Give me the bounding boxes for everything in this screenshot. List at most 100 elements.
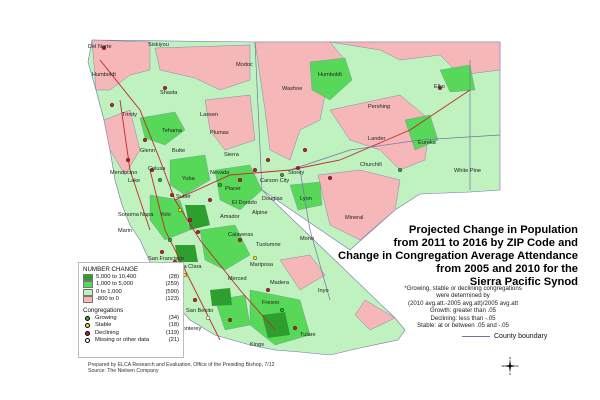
credit-line: Source: The Nielsen Company	[88, 368, 159, 375]
legend-row: Growing (34)	[83, 315, 179, 322]
county-label: Butte	[172, 148, 186, 154]
legend-label: Declining	[95, 329, 119, 336]
county-label: Humboldt	[318, 72, 342, 78]
legend-swatch	[83, 295, 93, 303]
legend-dot	[85, 316, 90, 322]
county-label: Sierra	[224, 152, 239, 158]
legend-dot	[85, 330, 90, 336]
county-label: Sonoma	[118, 212, 139, 218]
county-label: Tuolumne	[256, 242, 281, 248]
boundary-label: County boundary	[494, 333, 548, 340]
county-label: Glenn	[140, 148, 155, 154]
county-label: Lake	[128, 178, 141, 184]
county-label: Mineral	[345, 215, 364, 221]
compass-w: W	[502, 364, 505, 368]
map-title: Projected Change in Population from 2011…	[318, 224, 578, 289]
compass-s: S	[509, 372, 511, 375]
county-label: Calaveras	[228, 232, 254, 238]
county-label: Douglas	[262, 196, 283, 202]
note-line: *Growing, stable or declining congregati…	[404, 285, 522, 292]
compass-n: N	[509, 357, 511, 360]
legend-label: 0 to 1,000	[96, 288, 122, 295]
legend-row: 5,000 to 10,400 (28)	[83, 274, 179, 282]
county-label: Modoc	[236, 62, 253, 68]
legend-label: 1,000 to 5,000	[96, 281, 134, 288]
county-label: Siskiyou	[148, 42, 169, 48]
legend: NUMBER CHANGE 5,000 to 10,400 (28) 1,000…	[78, 262, 184, 358]
legend-swatch	[83, 274, 93, 282]
county-boundary-legend: County boundary	[462, 333, 547, 340]
county-label: Churchill	[360, 162, 382, 168]
county-label: Mariposa	[250, 262, 274, 268]
legend-row: -800 to 0 (123)	[83, 296, 179, 303]
county-label: Carson City	[260, 178, 290, 184]
legend-count: (28)	[168, 274, 179, 281]
county-label: Placer	[225, 186, 241, 192]
congregations-title: Congregations	[83, 306, 124, 314]
county-label: Alpine	[252, 210, 268, 216]
credits: Prepared by ELCA Research and Evaluation…	[88, 362, 274, 375]
title-line: from 2005 and 2010 for the	[436, 263, 578, 275]
legend-count: (18)	[168, 322, 179, 329]
legend-row: Declining (119)	[83, 330, 179, 337]
county-label: Trinity	[122, 112, 138, 118]
boundary-line-swatch	[462, 336, 490, 337]
high-growth-areas	[175, 205, 290, 338]
county-label: Shasta	[160, 90, 178, 96]
legend-count: (21)	[168, 336, 179, 343]
county-label: Marin	[118, 228, 132, 234]
county-label: Sutter	[176, 194, 191, 200]
congregation-markers	[101, 46, 443, 331]
county-label: Elko	[434, 84, 445, 90]
legend-count: (123)	[165, 295, 179, 302]
legend-label: Missing or other data	[95, 336, 150, 343]
methodology-note: *Growing, stable or declining congregati…	[378, 285, 548, 329]
county-label: Pershing	[368, 104, 391, 110]
title-line: Sierra Pacific Synod	[469, 276, 578, 288]
legend-count: (119)	[165, 329, 179, 336]
county-label: Storey	[288, 170, 305, 176]
note-line: (2010 avg.att.-2005 avg.att)/2005 avg.at…	[407, 299, 519, 307]
county-label: White Pine	[454, 168, 482, 174]
note-line: Declining: less than -.05	[430, 314, 496, 322]
county-label: Monterey	[178, 326, 202, 332]
note-line: Stable: at or between .05 and -.05	[417, 322, 509, 330]
county-label: San Francisco	[148, 256, 184, 262]
legend-dot	[85, 337, 90, 343]
legend-row: 1,000 to 5,000 (259)	[83, 281, 179, 289]
interstates	[289, 60, 501, 301]
county-label: Colusa	[148, 166, 166, 172]
number-change-title: NUMBER CHANGE	[83, 266, 139, 273]
county-label: El Dorado	[232, 200, 257, 206]
legend-swatch	[83, 288, 93, 296]
county-label: Kings	[250, 342, 264, 348]
title-line: Projected Change in Population	[408, 224, 578, 236]
legend-label: Stable	[95, 322, 112, 329]
county-label: Tehama	[162, 128, 182, 134]
legend-swatch	[83, 281, 93, 289]
legend-row: Missing or other data (21)	[83, 337, 179, 344]
county-label: Mono	[300, 236, 314, 242]
legend-row: 0 to 1,000 (590)	[83, 289, 179, 296]
legend-count: (34)	[168, 315, 179, 322]
note-line: were determined by	[436, 292, 490, 300]
county-label: Lyon	[300, 196, 312, 202]
county-label: Merced	[228, 276, 247, 282]
county-label: Napa	[140, 212, 154, 218]
county-label: Nevada	[210, 170, 230, 176]
legend-count: (590)	[165, 288, 179, 295]
county-label: Washoe	[282, 86, 303, 92]
county-label: Santa Clara	[172, 264, 202, 270]
county-label: Yolo	[160, 212, 171, 218]
county-label: Yuba	[182, 176, 195, 182]
county-label: Lander	[368, 136, 386, 142]
county-label: Fresno	[262, 300, 280, 306]
county-label: Plumas	[210, 130, 229, 136]
county-label: Madera	[270, 280, 289, 286]
compass-e: E	[517, 364, 519, 368]
county-label: Tulare	[300, 332, 316, 338]
legend-count: (259)	[165, 281, 179, 288]
legend-label: Growing	[95, 315, 117, 322]
county-label: Mendocino	[110, 170, 138, 176]
credit-line: Prepared by ELCA Research and Evaluation…	[88, 362, 275, 368]
